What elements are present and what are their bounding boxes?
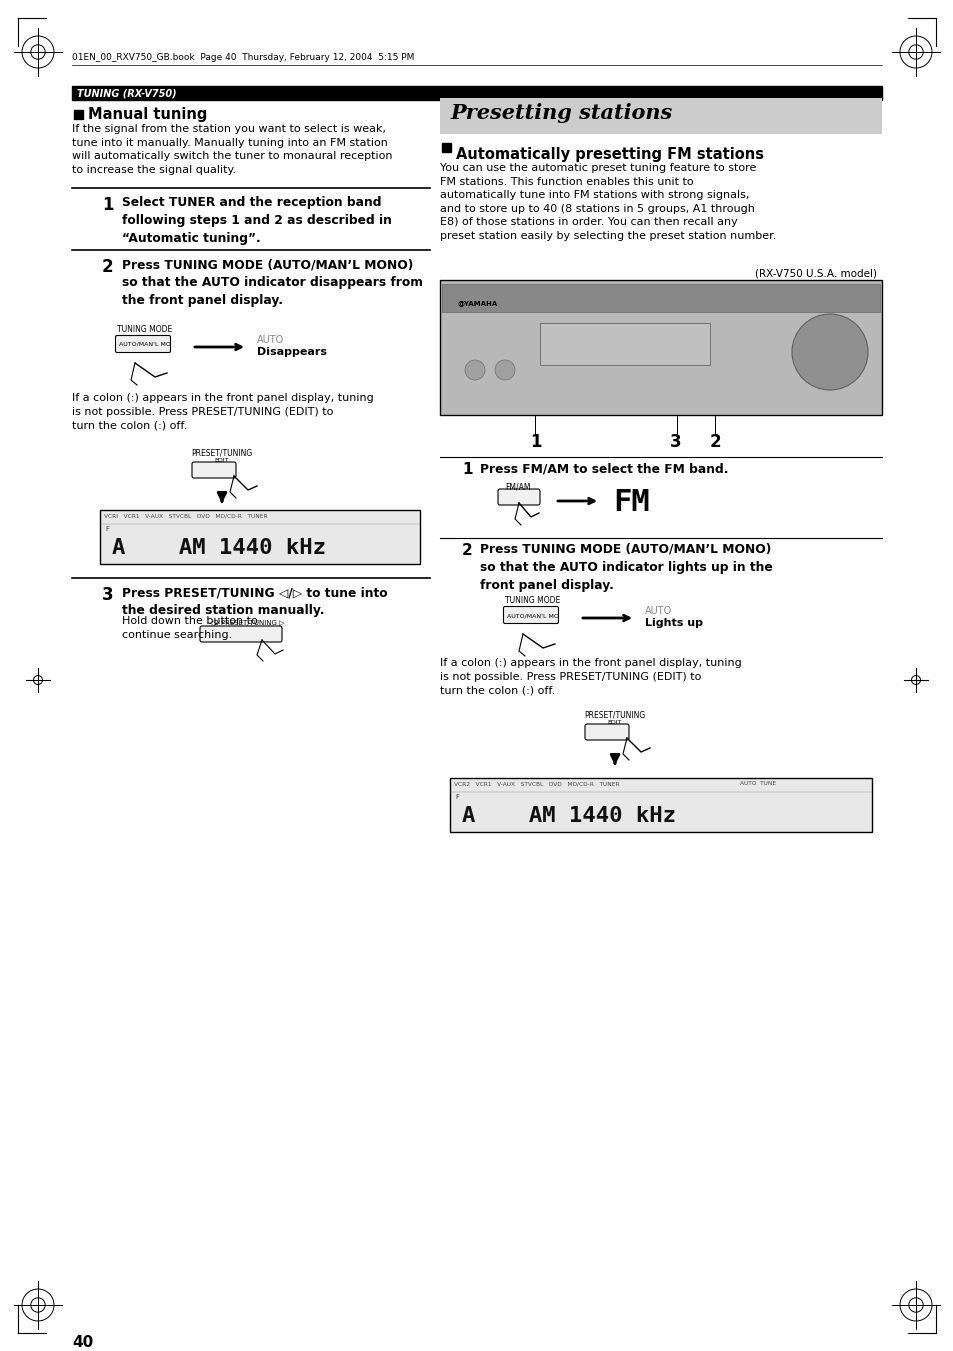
Text: Press TUNING MODE (AUTO/MAN’L MONO)
so that the AUTO indicator disappears from
t: Press TUNING MODE (AUTO/MAN’L MONO) so t… bbox=[122, 258, 422, 307]
Text: F: F bbox=[455, 794, 458, 800]
Text: AUTO: AUTO bbox=[644, 607, 672, 616]
Circle shape bbox=[495, 359, 515, 380]
Text: VCRI   VCR1   V-AUX   STVCBL   DVD   MD/CD-R   TUNER: VCRI VCR1 V-AUX STVCBL DVD MD/CD-R TUNER bbox=[104, 513, 268, 517]
Text: Press PRESET/TUNING ◁/▷ to tune into
the desired station manually.: Press PRESET/TUNING ◁/▷ to tune into the… bbox=[122, 586, 387, 617]
Text: If a colon (:) appears in the front panel display, tuning
is not possible. Press: If a colon (:) appears in the front pane… bbox=[439, 658, 741, 696]
Text: TUNING (RX-V750): TUNING (RX-V750) bbox=[77, 88, 176, 99]
Text: F: F bbox=[105, 526, 109, 532]
FancyBboxPatch shape bbox=[200, 626, 282, 642]
Text: 2: 2 bbox=[461, 543, 473, 558]
Text: VCR2   VCR1   V-AUX   STVCBL   DVD   MD/CD-R   TUNER: VCR2 VCR1 V-AUX STVCBL DVD MD/CD-R TUNER bbox=[454, 781, 619, 786]
Text: Hold down the button to
continue searching.: Hold down the button to continue searchi… bbox=[122, 616, 257, 639]
Text: 01EN_00_RXV750_GB.book  Page 40  Thursday, February 12, 2004  5:15 PM: 01EN_00_RXV750_GB.book Page 40 Thursday,… bbox=[71, 53, 414, 62]
Text: If a colon (:) appears in the front panel display, tuning
is not possible. Press: If a colon (:) appears in the front pane… bbox=[71, 393, 374, 430]
Bar bbox=[71, 86, 882, 100]
FancyBboxPatch shape bbox=[497, 489, 539, 505]
Text: TUNING MODE: TUNING MODE bbox=[117, 326, 172, 334]
Text: AUTO: AUTO bbox=[256, 335, 284, 345]
Text: Automatically presetting FM stations: Automatically presetting FM stations bbox=[456, 147, 763, 162]
Bar bbox=[450, 778, 871, 832]
Text: 3: 3 bbox=[669, 434, 680, 451]
Text: AUTO/MAN'L MO: AUTO/MAN'L MO bbox=[119, 342, 171, 347]
Text: (RX-V750 U.S.A. model): (RX-V750 U.S.A. model) bbox=[754, 267, 876, 278]
Text: FM/AM: FM/AM bbox=[504, 484, 530, 492]
Text: @YAMAHA: @YAMAHA bbox=[457, 300, 497, 305]
Text: Press TUNING MODE (AUTO/MAN’L MONO)
so that the AUTO indicator lights up in the
: Press TUNING MODE (AUTO/MAN’L MONO) so t… bbox=[479, 543, 772, 592]
Text: 2: 2 bbox=[102, 258, 113, 276]
FancyBboxPatch shape bbox=[192, 462, 235, 478]
Text: 2: 2 bbox=[709, 434, 720, 451]
Text: Manual tuning: Manual tuning bbox=[88, 107, 207, 122]
Circle shape bbox=[791, 313, 867, 390]
Text: 1: 1 bbox=[102, 196, 113, 213]
Text: 40: 40 bbox=[71, 1335, 93, 1350]
Text: If the signal from the station you want to select is weak,
tune into it manually: If the signal from the station you want … bbox=[71, 124, 392, 174]
FancyBboxPatch shape bbox=[584, 724, 628, 740]
Text: A    AM 1440 kHz: A AM 1440 kHz bbox=[112, 538, 326, 558]
FancyBboxPatch shape bbox=[115, 335, 171, 353]
Text: PRESET/TUNING: PRESET/TUNING bbox=[584, 711, 645, 719]
Text: PRESET/TUNING: PRESET/TUNING bbox=[192, 449, 253, 457]
Text: Press FM/AM to select the FM band.: Press FM/AM to select the FM band. bbox=[479, 462, 728, 476]
Text: AUTO  TUNE: AUTO TUNE bbox=[740, 781, 776, 786]
Text: FM: FM bbox=[613, 488, 649, 517]
Bar bbox=[539, 323, 709, 365]
Circle shape bbox=[464, 359, 484, 380]
Text: AUTO/MAN'L MO: AUTO/MAN'L MO bbox=[506, 613, 558, 617]
Text: EDIT: EDIT bbox=[607, 720, 621, 725]
Text: EDIT: EDIT bbox=[214, 458, 229, 463]
Text: Select TUNER and the reception band
following steps 1 and 2 as described in
“Aut: Select TUNER and the reception band foll… bbox=[122, 196, 392, 245]
Text: 1: 1 bbox=[530, 434, 541, 451]
Text: 3: 3 bbox=[102, 586, 113, 604]
Text: TUNING MODE: TUNING MODE bbox=[504, 596, 559, 605]
Text: ◁2 PRESET/TUNING ▷: ◁2 PRESET/TUNING ▷ bbox=[209, 620, 284, 626]
Bar bbox=[441, 143, 451, 153]
Text: You can use the automatic preset tuning feature to store
FM stations. This funct: You can use the automatic preset tuning … bbox=[439, 163, 776, 240]
Text: Disappears: Disappears bbox=[256, 347, 327, 357]
Bar bbox=[439, 280, 882, 415]
Bar bbox=[441, 284, 879, 312]
Bar bbox=[439, 99, 882, 134]
Text: Presetting stations: Presetting stations bbox=[450, 103, 672, 123]
Text: Lights up: Lights up bbox=[644, 617, 702, 628]
Text: A    AM 1440 kHz: A AM 1440 kHz bbox=[461, 807, 676, 825]
Bar bbox=[74, 109, 83, 119]
Bar bbox=[100, 509, 419, 563]
FancyBboxPatch shape bbox=[503, 607, 558, 624]
Text: 1: 1 bbox=[461, 462, 472, 477]
